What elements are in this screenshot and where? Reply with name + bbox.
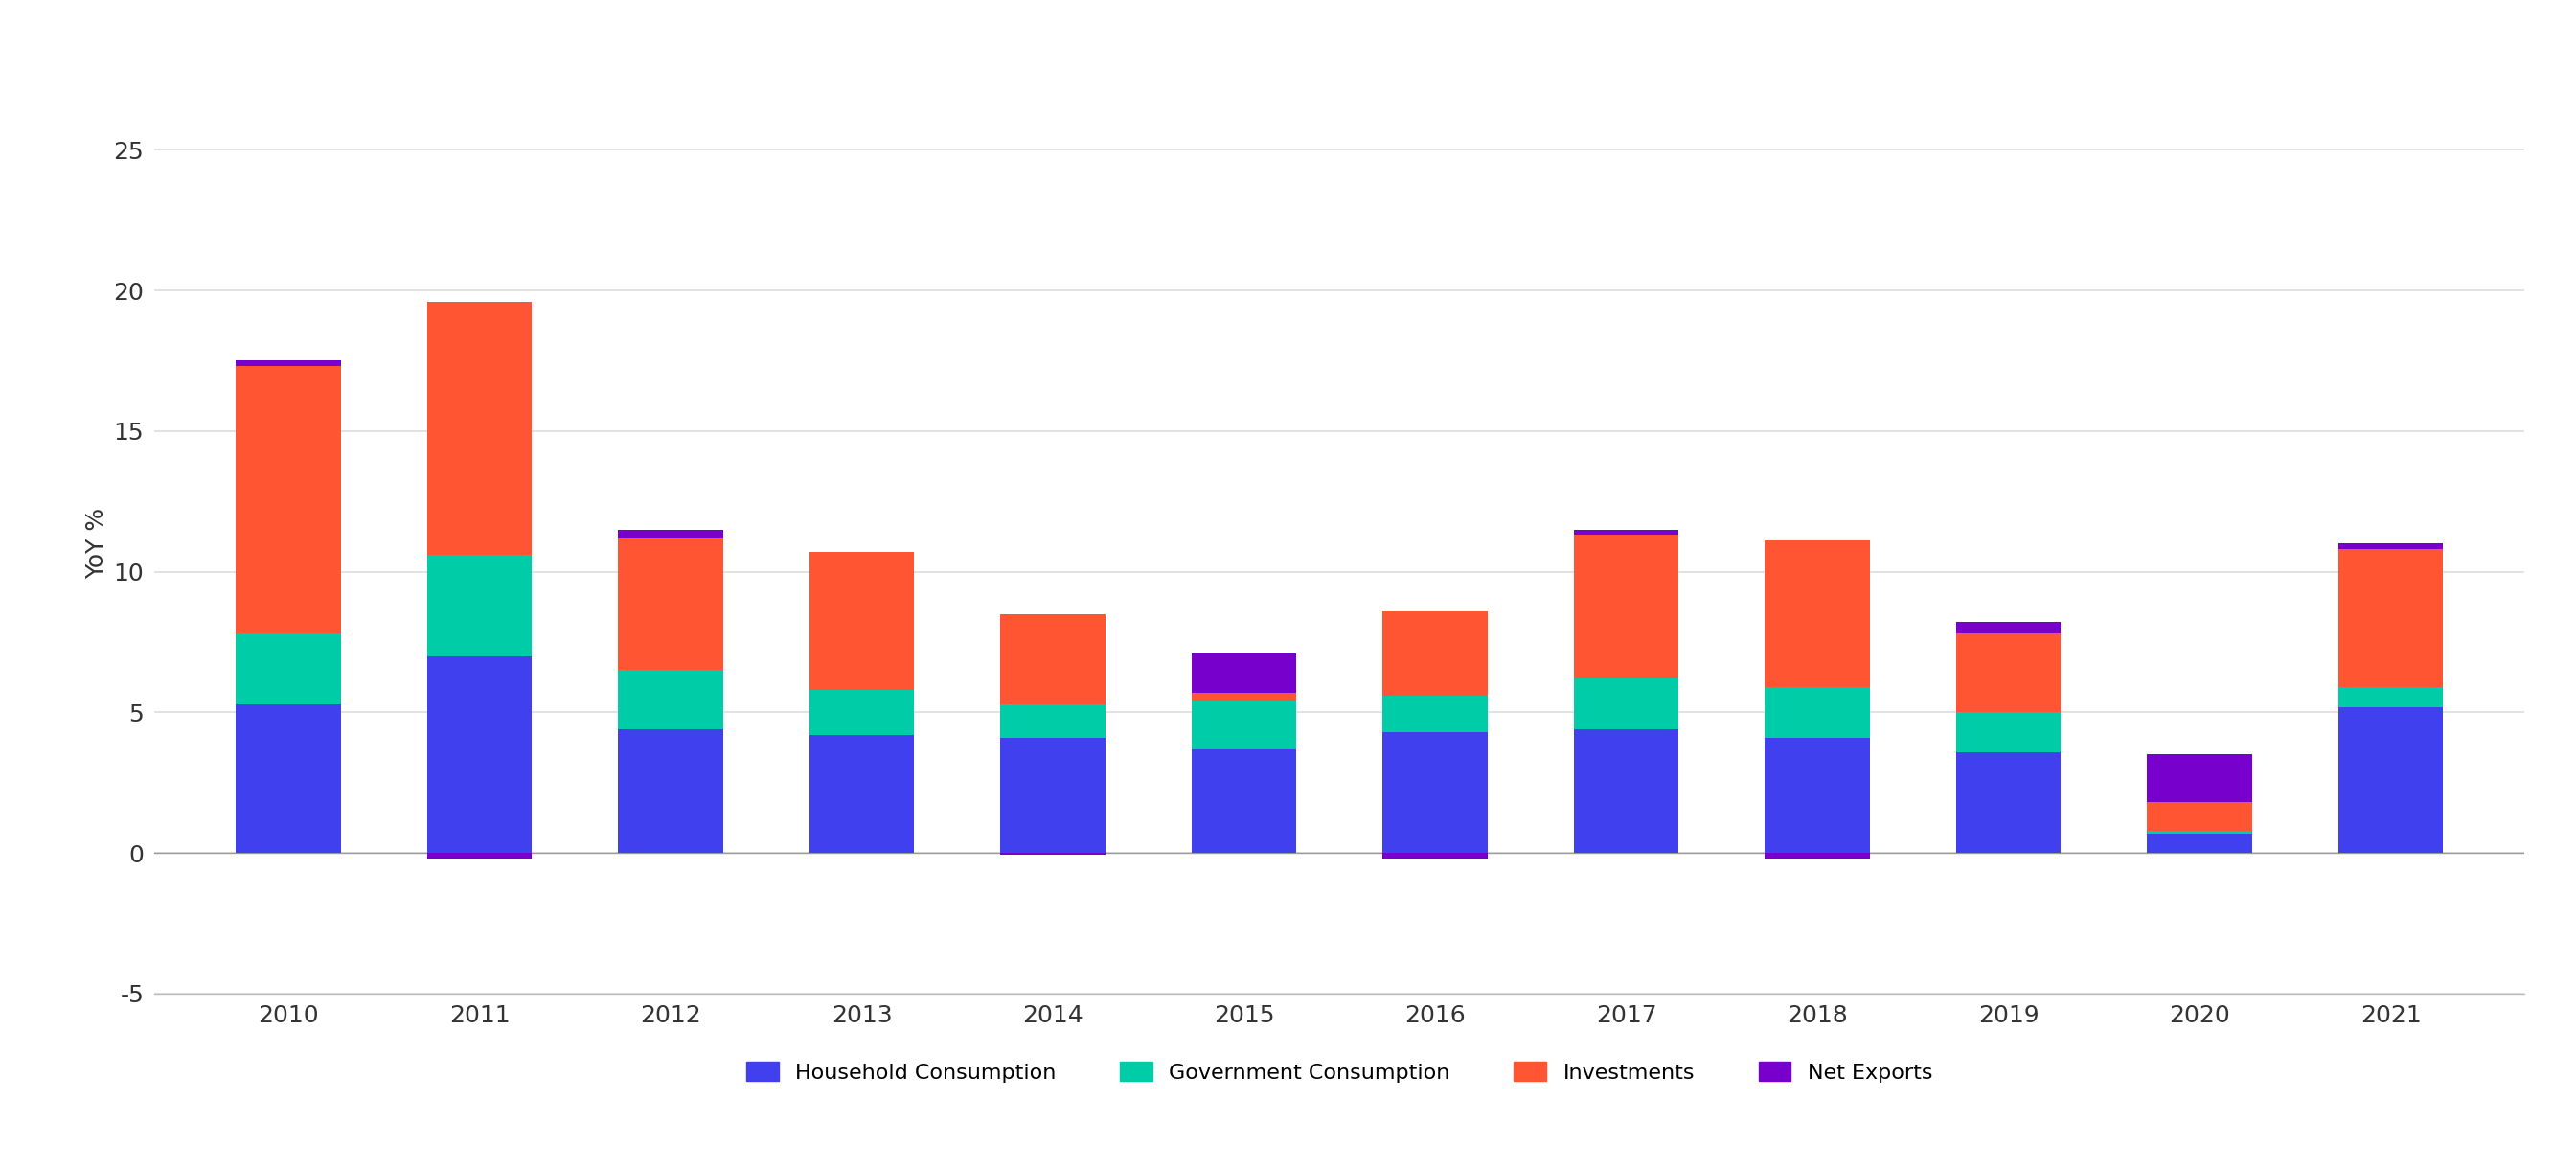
Bar	[2146, 830, 2251, 833]
Bar	[2339, 544, 2442, 549]
Bar	[428, 853, 533, 858]
Bar	[1574, 729, 1680, 853]
Bar	[428, 555, 533, 656]
Bar	[1955, 752, 2061, 853]
Bar	[237, 704, 340, 853]
Bar	[999, 853, 1105, 855]
Legend: Household Consumption, Government Consumption, Investments, Net Exports: Household Consumption, Government Consum…	[737, 1053, 1942, 1091]
Bar	[1955, 712, 2061, 752]
Bar	[809, 735, 914, 853]
Bar	[999, 738, 1105, 853]
Bar	[1190, 749, 1296, 853]
Bar	[1765, 853, 1870, 858]
Bar	[1765, 541, 1870, 687]
Bar	[1190, 653, 1296, 693]
Bar	[2339, 687, 2442, 707]
Bar	[428, 656, 533, 853]
Bar	[809, 690, 914, 735]
Bar	[999, 704, 1105, 738]
Bar	[809, 552, 914, 690]
Bar	[428, 302, 533, 555]
Bar	[618, 729, 724, 853]
Bar	[1383, 696, 1486, 732]
Bar	[1383, 611, 1486, 696]
Bar	[237, 366, 340, 634]
Bar	[237, 634, 340, 704]
Bar	[618, 670, 724, 729]
Bar	[2146, 833, 2251, 853]
Bar	[2339, 707, 2442, 853]
Bar	[1574, 535, 1680, 678]
Bar	[1574, 678, 1680, 729]
Bar	[1383, 853, 1486, 858]
Bar	[1955, 634, 2061, 712]
Bar	[1765, 738, 1870, 853]
Bar	[2146, 802, 2251, 830]
Bar	[1190, 701, 1296, 749]
Bar	[1765, 687, 1870, 738]
Bar	[999, 614, 1105, 704]
Bar	[1955, 622, 2061, 634]
Bar	[618, 530, 724, 538]
Bar	[237, 361, 340, 366]
Y-axis label: YoY %: YoY %	[85, 509, 108, 579]
Bar	[1190, 693, 1296, 701]
Bar	[2339, 549, 2442, 687]
Bar	[618, 538, 724, 670]
Bar	[1574, 530, 1680, 535]
Bar	[2146, 754, 2251, 802]
Bar	[1383, 732, 1486, 853]
